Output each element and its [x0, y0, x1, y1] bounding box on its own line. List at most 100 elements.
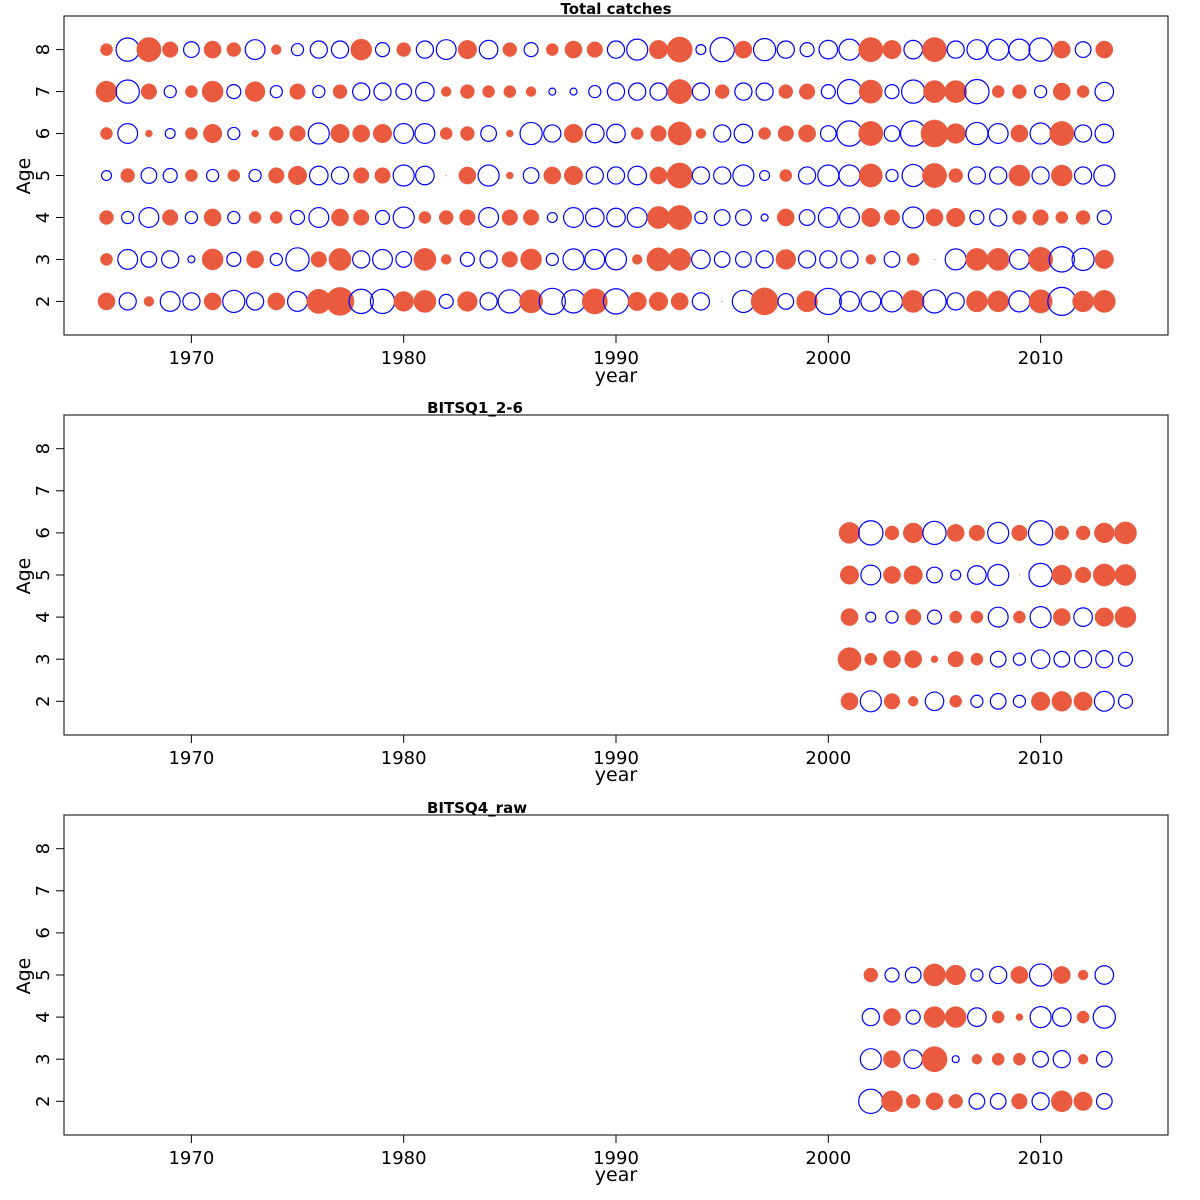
bubble-mark — [97, 292, 116, 311]
bubble-mark — [817, 207, 839, 229]
bubble-mark — [581, 288, 608, 315]
bubble-mark — [883, 693, 901, 710]
bubble-mark — [1114, 606, 1137, 628]
bubble-mark — [944, 80, 968, 103]
bubble-mark — [666, 162, 693, 189]
bubble-mark — [797, 250, 817, 269]
bubble-mark — [1013, 1052, 1026, 1066]
bubble-mark — [778, 84, 794, 99]
bubble-mark — [100, 127, 113, 140]
bubble-mark — [1031, 1092, 1050, 1111]
bubble-mark — [859, 690, 882, 713]
y-tick-label: 4 — [33, 611, 54, 622]
bubble-mark — [457, 40, 477, 60]
bubble-mark — [987, 521, 1010, 545]
bubble-mark — [865, 254, 876, 265]
bubble-mark — [519, 289, 543, 314]
bubble-mark — [95, 80, 118, 103]
bubble-mark — [1029, 1005, 1052, 1029]
bubble-mark — [970, 694, 984, 708]
bubble-mark — [946, 524, 965, 542]
bubble-mark — [1012, 210, 1027, 225]
bubble-mark — [1008, 164, 1031, 187]
bubble-mark — [713, 166, 732, 185]
bubble-mark — [523, 41, 539, 58]
bubble-mark — [950, 569, 962, 581]
bubble-mark — [477, 164, 500, 187]
x-tick-label: 2000 — [805, 348, 851, 369]
bubble-mark — [734, 250, 752, 268]
bubble-mark — [920, 119, 949, 148]
bubble-mark — [691, 249, 711, 270]
x-tick-label: 2000 — [805, 748, 851, 769]
bubble-mark — [1096, 209, 1112, 226]
bubble-mark — [649, 166, 668, 185]
bubble-mark — [1073, 691, 1093, 711]
bubble-mark — [948, 1094, 963, 1109]
bubble-mark — [1072, 290, 1094, 313]
bubble-mark — [758, 127, 771, 140]
bubble-mark — [244, 39, 266, 61]
bubble-mark — [733, 123, 754, 144]
bubble-mark — [650, 125, 667, 142]
bubble-mark — [1094, 123, 1115, 144]
bubble-mark — [1008, 248, 1030, 270]
x-axis-label: year — [595, 764, 638, 786]
x-tick-label: 1990 — [593, 1148, 639, 1169]
bubble-mark — [694, 210, 708, 225]
x-tick-label: 2010 — [1018, 348, 1064, 369]
bubble-mark — [1095, 650, 1114, 669]
bubble-mark — [353, 209, 370, 226]
bubble-mark — [246, 250, 264, 269]
bubble-mark — [1114, 521, 1137, 545]
bubble-mark — [926, 609, 943, 625]
bubble-mark — [269, 211, 283, 224]
bubble-mark — [308, 165, 329, 186]
bubble-mark — [836, 120, 863, 147]
bubble-mark — [268, 167, 285, 184]
bubble-mark — [606, 82, 626, 101]
bubble-mark — [799, 83, 816, 100]
bubble-mark — [585, 166, 604, 185]
bubble-mark — [584, 248, 606, 270]
bubble-mark — [903, 565, 923, 585]
bubble-mark — [185, 85, 198, 98]
bubble-mark — [777, 292, 795, 310]
bubble-mark — [350, 38, 372, 61]
bubble-mark — [970, 652, 984, 666]
y-tick-label: 6 — [33, 128, 54, 139]
bubble-mark — [667, 121, 692, 146]
bubble-mark — [883, 650, 901, 669]
bubble-mark — [734, 40, 753, 59]
bubble-mark — [1029, 122, 1052, 145]
bubble-mark — [1028, 562, 1053, 588]
bubble-mark — [797, 166, 817, 185]
bubble-mark — [100, 43, 113, 56]
bubble-mark — [883, 209, 901, 226]
x-axis-label: year — [595, 365, 638, 387]
bubble-mark — [691, 166, 711, 185]
bubble-mark — [1008, 290, 1031, 313]
bubble-mark — [393, 122, 415, 144]
bubble-mark — [922, 37, 947, 62]
bubble-mark — [441, 254, 452, 265]
bubble-mark — [755, 82, 774, 101]
bubble-mark — [395, 83, 413, 101]
bubble-mark — [1029, 605, 1052, 629]
bubble-mark — [373, 82, 392, 101]
bubble-mark — [586, 41, 603, 58]
y-tick-label: 5 — [33, 170, 54, 181]
bubble-mark — [441, 86, 452, 97]
y-tick-label: 7 — [33, 86, 54, 97]
bubble-mark — [1053, 650, 1071, 668]
bubble-mark — [502, 42, 518, 57]
bubble-mark — [1015, 1013, 1024, 1021]
bubble-mark — [330, 40, 350, 59]
bubble-mark — [734, 82, 753, 101]
bubble-mark — [396, 42, 411, 57]
y-tick-label: 5 — [33, 569, 54, 580]
bubble-mark — [901, 290, 925, 313]
bubble-mark — [287, 290, 309, 312]
bubble-mark — [860, 290, 882, 312]
bubble-mark — [606, 207, 626, 228]
